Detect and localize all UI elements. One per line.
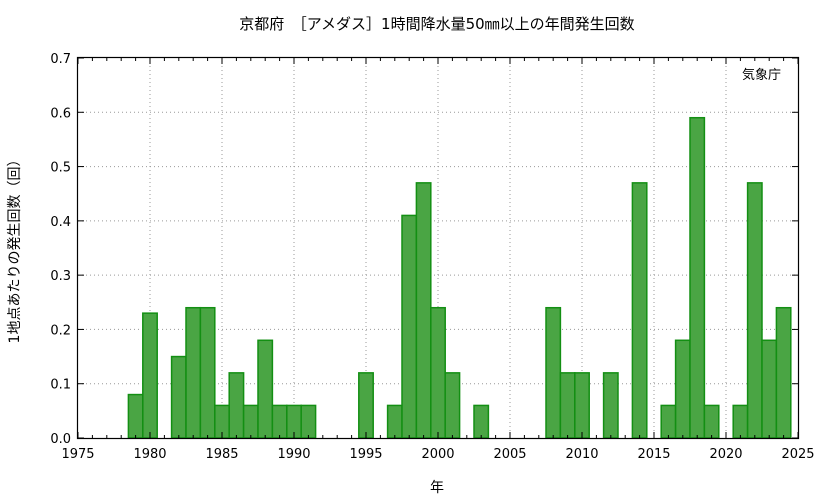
bar-2000 — [430, 306, 446, 439]
y-tick-label: 0.5 — [50, 161, 71, 176]
bar-1982 — [170, 355, 187, 439]
bar-1984 — [199, 306, 216, 439]
x-tick-label: 1980 — [133, 447, 166, 462]
bar-1991 — [300, 404, 317, 439]
bar-1995 — [358, 372, 374, 439]
bar-2014 — [631, 182, 648, 439]
bar-2022 — [746, 182, 763, 439]
y-tick-label: 0.3 — [50, 269, 71, 284]
bar-2017 — [674, 339, 691, 439]
bar-1989 — [271, 404, 288, 439]
x-tick-label: 2010 — [565, 447, 598, 462]
y-axis-label: 1地点あたりの発生回数（回） — [7, 153, 23, 344]
y-tick-label: 0.1 — [50, 378, 71, 393]
x-tick-label: 1990 — [277, 447, 310, 462]
bar-1999 — [415, 182, 432, 439]
y-tick-label: 0.2 — [50, 323, 71, 338]
x-tick-label: 2005 — [493, 447, 526, 462]
bar-2018 — [689, 116, 706, 439]
bar-2024 — [775, 306, 792, 439]
source-label: 気象庁 — [742, 67, 781, 83]
bar-2023 — [761, 339, 778, 439]
y-tick-label: 0.6 — [50, 106, 71, 121]
bar-1983 — [185, 306, 202, 439]
plot-frame — [76, 56, 800, 440]
x-tick-label: 2015 — [637, 447, 670, 462]
y-tick-label: 0.4 — [50, 215, 71, 230]
bar-1987 — [242, 404, 259, 439]
bar-1979 — [127, 393, 144, 439]
bar-2009 — [559, 372, 576, 439]
x-tick-label: 2000 — [421, 447, 454, 462]
bar-1988 — [257, 339, 274, 439]
y-tick-label: 0.7 — [50, 52, 71, 67]
bar-2003 — [473, 404, 490, 439]
ticks: 0.0 0.1 0.2 0.3 0.4 0.5 0.6 0.7 1975 1980 1985 1990… — [50, 52, 814, 462]
bar-2021 — [732, 404, 749, 439]
x-axis-label: 年 — [430, 480, 444, 496]
bars — [127, 116, 792, 439]
x-tick-label: 1995 — [349, 447, 382, 462]
bar-2008 — [545, 306, 562, 439]
chart-title: 京都府 ［アメダス］1時間降水量50㎜以上の年間発生回数 — [239, 15, 634, 33]
bar-1980 — [142, 312, 158, 439]
x-tick-label: 1975 — [61, 447, 94, 462]
x-tick-label: 1985 — [205, 447, 238, 462]
bar-1986 — [228, 372, 245, 439]
bar-1997 — [386, 404, 403, 439]
bar-2010 — [574, 372, 590, 439]
bar-2001 — [444, 372, 461, 439]
y-tick-label: 0.0 — [50, 432, 71, 447]
bar-2016 — [660, 404, 677, 439]
x-tick-label: 2020 — [709, 447, 742, 462]
bar-2019 — [703, 404, 720, 439]
x-tick-label: 2025 — [781, 447, 814, 462]
bar-2012 — [602, 372, 619, 439]
bar-1998 — [401, 214, 418, 439]
